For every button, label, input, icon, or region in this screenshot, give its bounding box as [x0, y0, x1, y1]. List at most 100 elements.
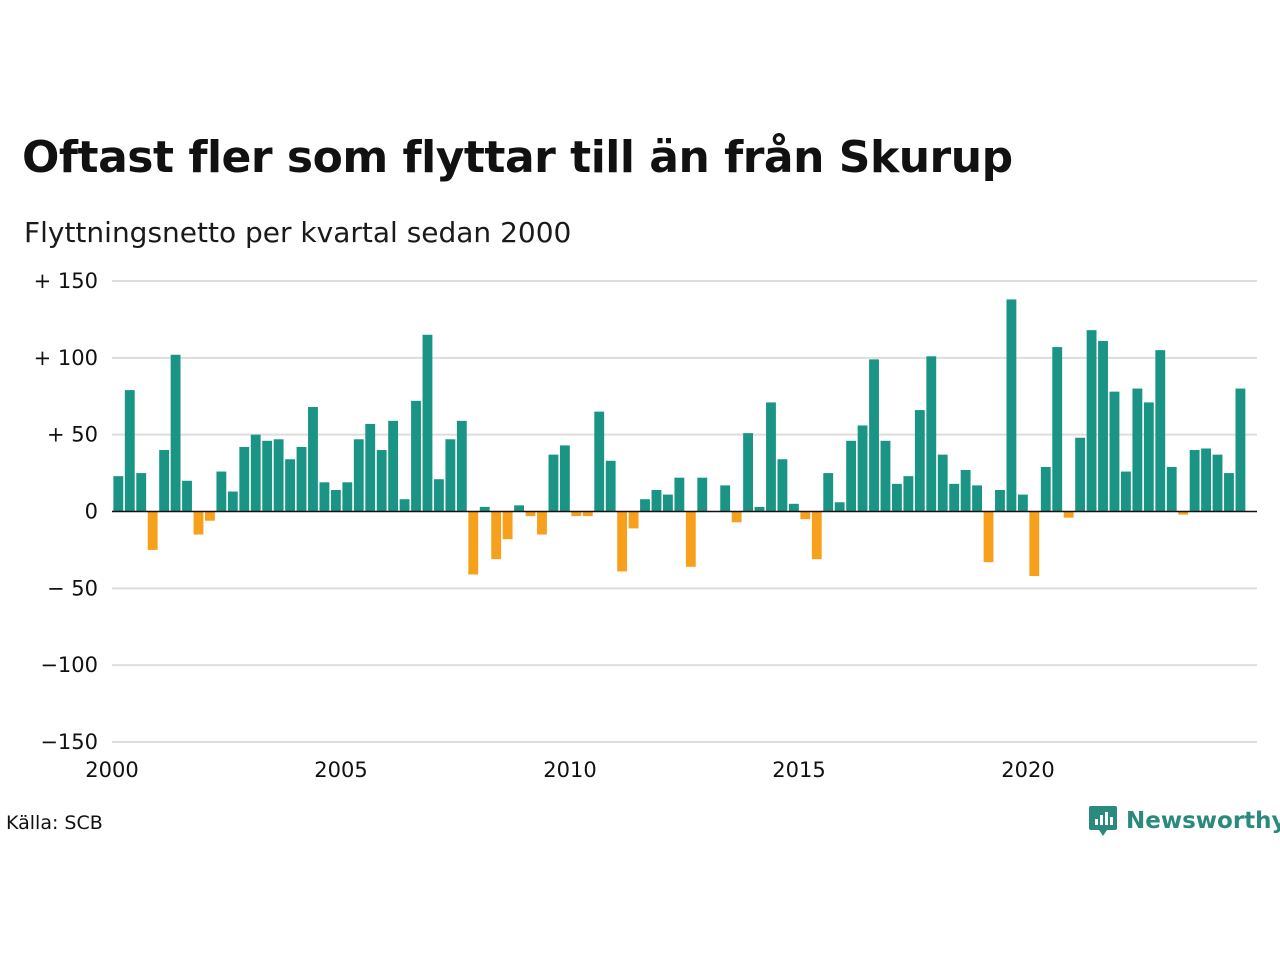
y-tick-label: + 100 [34, 346, 98, 370]
bar [1098, 340, 1108, 512]
bar [800, 511, 811, 520]
bar [365, 423, 376, 512]
newsworthy-logo-icon [1089, 806, 1117, 836]
bar [857, 425, 868, 512]
bar [491, 511, 502, 560]
y-tick-label: + 150 [34, 269, 98, 293]
bar [445, 439, 456, 512]
bar [388, 420, 399, 512]
chart-title: Oftast fler som flyttar till än från Sku… [22, 132, 1013, 183]
bar [479, 506, 490, 512]
bar [1006, 299, 1017, 512]
bar [1121, 471, 1131, 512]
bar [239, 446, 250, 512]
bar [651, 489, 662, 512]
y-tick-label: 0 [85, 500, 98, 524]
x-tick-label: 2015 [772, 758, 825, 782]
brand-logo: Newsworthy [1088, 804, 1280, 838]
bar [1178, 511, 1189, 515]
bar [1063, 511, 1074, 518]
bar [559, 445, 570, 512]
bar [1029, 511, 1040, 577]
bar [205, 511, 215, 521]
y-axis-labels: + 150 + 100 + 50 0 − 50 −100 −150 [34, 269, 98, 754]
bar [537, 511, 547, 535]
y-tick-label: + 50 [47, 423, 98, 447]
bar [1189, 450, 1200, 512]
bar [1086, 330, 1097, 512]
bar [1155, 350, 1166, 512]
bar [353, 439, 364, 512]
bar [697, 477, 708, 512]
bar [823, 473, 834, 512]
bar [640, 499, 650, 512]
bar [1017, 494, 1028, 512]
bar [880, 440, 891, 512]
y-tick-label: −100 [40, 653, 98, 677]
x-tick-label: 2010 [543, 758, 596, 782]
bar [777, 459, 788, 512]
x-tick-label: 2000 [85, 758, 138, 782]
bar [571, 511, 582, 517]
x-axis-labels: 2000 2005 2010 2015 2020 [85, 758, 1054, 782]
bar [949, 483, 960, 512]
bar [937, 454, 948, 512]
bar [422, 334, 433, 512]
bar [159, 450, 170, 512]
bar [411, 400, 421, 512]
bar [926, 356, 937, 512]
bar [250, 434, 261, 512]
bar [434, 479, 444, 512]
bar [605, 460, 616, 512]
bar [514, 505, 524, 512]
bar [319, 482, 330, 512]
bar [525, 511, 536, 517]
bar [663, 494, 673, 512]
bar [124, 390, 135, 512]
bar [182, 480, 192, 512]
bar [995, 489, 1005, 512]
bar [548, 454, 559, 512]
bar [914, 410, 925, 512]
bar [754, 506, 765, 512]
bar [1052, 347, 1063, 512]
bar [273, 439, 284, 512]
source-note: Källa: SCB [6, 812, 103, 834]
bar [983, 511, 994, 563]
bar [628, 511, 639, 529]
x-tick-label: 2020 [1001, 758, 1054, 782]
bar [972, 485, 982, 512]
bar [227, 491, 238, 512]
bar [960, 470, 971, 512]
bar [869, 359, 879, 512]
bar [594, 411, 605, 512]
bar [285, 459, 295, 512]
bar [1075, 437, 1086, 512]
x-tick-label: 2005 [314, 758, 367, 782]
bar [136, 473, 147, 512]
bar [788, 503, 799, 512]
bar [846, 440, 857, 512]
bar [1143, 402, 1154, 512]
bar [262, 440, 273, 512]
bar [834, 502, 845, 512]
bar [582, 511, 593, 517]
bar [811, 511, 822, 560]
bar [1132, 388, 1143, 512]
bar [308, 407, 318, 512]
bars [113, 299, 1246, 577]
bar [456, 420, 467, 512]
bar [892, 483, 902, 512]
bar [1224, 473, 1234, 512]
chart-subtitle: Flyttningsnetto per kvartal sedan 2000 [24, 216, 572, 249]
bar [720, 485, 731, 512]
bar [674, 477, 685, 512]
bar [1040, 466, 1051, 512]
brand-name: Newsworthy [1126, 808, 1280, 834]
y-tick-label: −150 [40, 730, 98, 754]
bar [330, 489, 341, 512]
bar [147, 511, 158, 550]
bar [1166, 466, 1177, 512]
bar [685, 511, 696, 567]
bar [376, 450, 387, 512]
